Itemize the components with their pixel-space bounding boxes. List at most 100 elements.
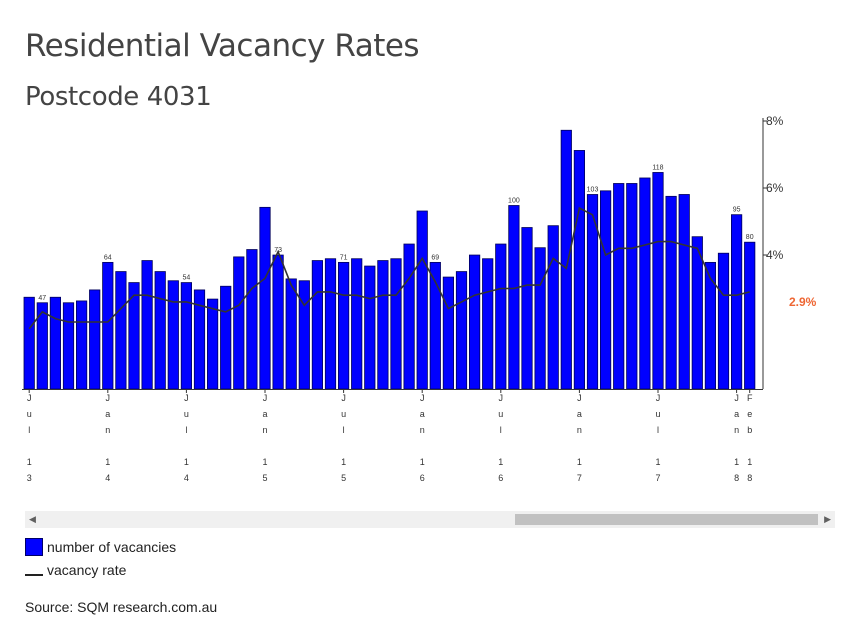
source-note: Source: SQM research.com.au	[25, 599, 218, 615]
x-tick-label: J	[263, 393, 268, 403]
x-tick-label: J	[499, 393, 504, 403]
current-rate-label: 2.9%	[789, 295, 817, 309]
bar	[272, 254, 284, 390]
bar	[560, 129, 572, 390]
x-tick-label: 1	[184, 457, 189, 467]
bar	[337, 261, 350, 390]
bar	[665, 195, 677, 390]
bar	[76, 300, 88, 390]
bar-data-label: 71	[340, 254, 348, 261]
x-tick-label: J	[577, 393, 582, 403]
bar	[731, 214, 743, 390]
chart-scrollbar[interactable]: ◀ ▶	[25, 511, 835, 528]
bar-data-label: 47	[38, 295, 46, 302]
bar	[600, 190, 612, 390]
bar	[547, 225, 559, 390]
line-layer	[28, 206, 750, 330]
bar	[717, 252, 730, 390]
x-tick-label: u	[27, 409, 32, 419]
data-labels-layer: 47 64 54 73 71 69 100 103 118 95 80	[38, 164, 753, 301]
bars-layer	[23, 129, 756, 390]
bar	[495, 243, 507, 390]
bar	[233, 256, 245, 390]
bar-data-label: 100	[508, 198, 520, 205]
bar	[364, 265, 376, 390]
bar	[678, 194, 690, 390]
x-tick-label: 6	[498, 473, 503, 483]
x-tick-label: n	[420, 425, 425, 435]
bar	[704, 261, 717, 390]
bar	[298, 280, 310, 390]
x-tick-label: u	[498, 409, 503, 419]
x-tick-label: 1	[105, 457, 110, 467]
bar	[206, 298, 219, 390]
bar	[573, 150, 586, 390]
x-tick-label: l	[28, 425, 30, 435]
bar-data-label: 73	[274, 247, 282, 254]
bar-data-label: 69	[431, 254, 439, 261]
x-tick-label: 1	[341, 457, 346, 467]
scrollbar-thumb[interactable]	[515, 514, 818, 525]
bar	[102, 261, 114, 390]
x-tick-label: u	[341, 409, 346, 419]
bar	[154, 271, 166, 390]
legend-line-swatch	[25, 574, 43, 576]
x-tick-label: l	[500, 425, 502, 435]
x-tick-label: n	[105, 425, 110, 435]
bar	[115, 271, 127, 390]
x-tick-label: J	[656, 393, 661, 403]
y2-tick-label: 6%	[766, 181, 784, 195]
bar-data-label: 95	[733, 207, 741, 214]
x-tick-label: l	[343, 425, 345, 435]
x-tick-label: 6	[420, 473, 425, 483]
x-tick-label: a	[577, 409, 582, 419]
bar	[49, 296, 62, 390]
x-tick-label: n	[262, 425, 267, 435]
chart-subtitle: Postcode 4031	[25, 82, 212, 112]
bar	[377, 260, 389, 390]
bar	[246, 249, 258, 390]
bar	[62, 302, 75, 390]
x-tick-label: u	[655, 409, 660, 419]
bar	[403, 243, 415, 390]
x-tick-label: 1	[420, 457, 425, 467]
x-tick-label: 1	[498, 457, 503, 467]
bar	[639, 177, 651, 390]
bar-data-label: 80	[746, 234, 754, 241]
bar	[220, 285, 232, 390]
x-tick-label: J	[341, 393, 346, 403]
x-tick-label: 4	[184, 473, 189, 483]
bar	[416, 210, 428, 390]
y2-tick-label: 4%	[766, 248, 784, 262]
vacancy-rate-line	[28, 206, 750, 330]
axis-layer: 4% 6% 8% 2.9%	[22, 114, 817, 390]
bar	[141, 260, 153, 390]
x-tick-label: J	[420, 393, 425, 403]
x-tick-label: 8	[747, 473, 752, 483]
x-tick-label: J	[734, 393, 739, 403]
bar	[285, 278, 297, 390]
bar	[534, 247, 546, 390]
bar	[508, 205, 520, 390]
x-tick-label: 1	[27, 457, 32, 467]
bar	[482, 258, 494, 390]
scroll-right-arrow-icon[interactable]: ▶	[824, 514, 831, 524]
bar	[180, 282, 192, 390]
x-tick-label: J	[184, 393, 189, 403]
bar	[390, 258, 402, 390]
bar	[626, 183, 638, 390]
x-tick-label: F	[747, 393, 753, 403]
bar	[89, 289, 101, 390]
x-tick-label: b	[747, 425, 752, 435]
x-tick-label: 1	[262, 457, 267, 467]
bar-data-label: 118	[652, 164, 663, 171]
x-tick-label: a	[734, 409, 739, 419]
bar	[652, 172, 664, 390]
legend-label-vacancies: number of vacancies	[47, 539, 177, 555]
x-tick-label: 7	[577, 473, 582, 483]
bar-data-label: 103	[587, 186, 599, 193]
scroll-left-arrow-icon[interactable]: ◀	[29, 514, 36, 524]
x-tick-label: J	[27, 393, 32, 403]
bar	[167, 280, 179, 390]
x-tick-labels-layer: Jul13Jan14Jul14Jan15Jul15Jan16Jul16Jan17…	[27, 389, 753, 483]
